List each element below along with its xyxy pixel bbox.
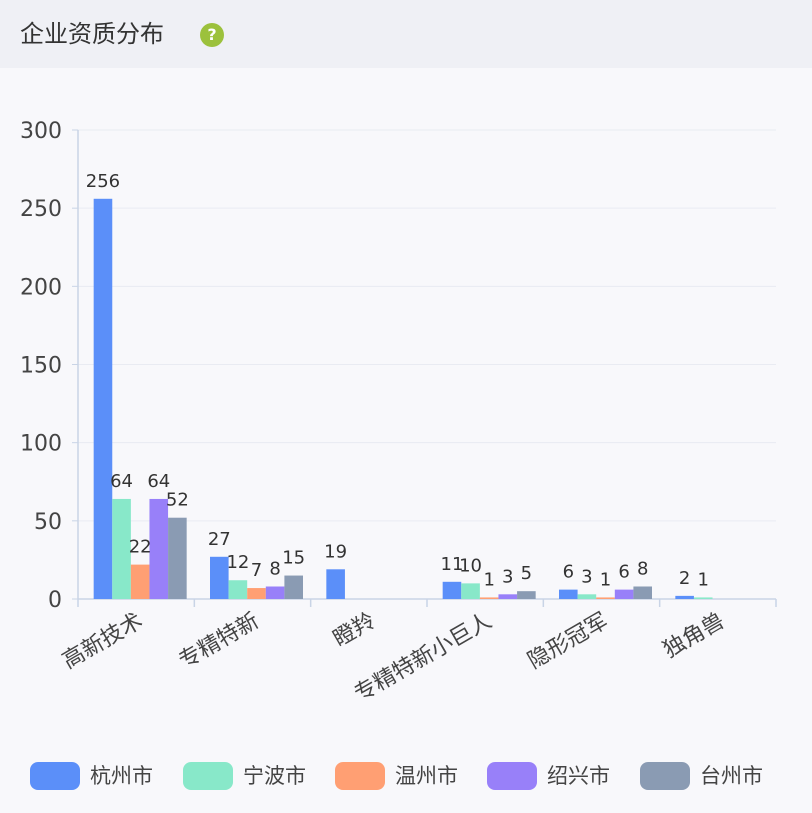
legend-swatch	[30, 762, 80, 790]
bar[interactable]	[265, 586, 285, 599]
bar[interactable]	[614, 589, 634, 599]
legend-swatch	[640, 762, 690, 790]
y-tick-label: 300	[20, 119, 62, 144]
legend-label: 宁波市	[243, 764, 306, 788]
data-label: 22	[129, 537, 152, 558]
data-label: 1	[483, 569, 494, 590]
legend-label: 温州市	[395, 764, 458, 788]
y-tick-label: 250	[20, 197, 62, 222]
bar[interactable]	[577, 594, 597, 599]
bar[interactable]	[498, 594, 518, 599]
chart-legend: 杭州市 宁波市 温州市 绍兴市 台州市	[0, 758, 812, 794]
x-tick-label: 高新技术	[58, 609, 147, 675]
legend-swatch	[487, 762, 537, 790]
bar[interactable]	[228, 580, 248, 599]
bar[interactable]	[112, 498, 131, 599]
bar[interactable]	[210, 556, 229, 599]
x-tick-label: 专精特新	[175, 609, 264, 675]
bar[interactable]	[479, 597, 499, 599]
data-label: 1	[600, 569, 611, 590]
data-label: 64	[147, 471, 170, 492]
data-label: 64	[110, 471, 133, 492]
bar[interactable]	[461, 583, 480, 599]
bar[interactable]	[596, 597, 615, 599]
data-label: 1	[698, 569, 709, 590]
data-label: 3	[581, 566, 592, 587]
data-label: 8	[269, 558, 280, 579]
legend-label: 台州市	[700, 764, 763, 788]
data-label: 10	[459, 555, 482, 576]
x-tick-label: 瞪羚	[329, 609, 380, 653]
bar[interactable]	[93, 198, 113, 599]
data-label: 6	[618, 562, 629, 583]
legend-label: 杭州市	[90, 764, 153, 788]
legend-swatch	[335, 762, 385, 790]
bars	[93, 198, 713, 599]
bar[interactable]	[442, 581, 462, 599]
data-label: 52	[166, 490, 189, 511]
y-axis: 0 50 100 150 200 250 300	[20, 119, 79, 613]
grid-lines	[78, 129, 776, 522]
bar[interactable]	[168, 517, 187, 599]
bar[interactable]	[284, 575, 303, 599]
data-label: 12	[226, 552, 249, 573]
data-label: 6	[563, 562, 574, 583]
data-label: 11	[441, 554, 464, 575]
legend-label: 绍兴市	[547, 764, 610, 788]
bar[interactable]	[675, 595, 694, 599]
legend-swatch	[183, 762, 233, 790]
chart-title: 企业资质分布	[20, 20, 164, 48]
chart-header: 企业资质分布 ?	[0, 0, 812, 68]
bar[interactable]	[559, 589, 578, 599]
y-tick-label: 200	[20, 275, 62, 300]
x-tick-label: 独角兽	[659, 609, 729, 664]
data-label: 3	[502, 566, 513, 587]
y-tick-label: 100	[20, 432, 62, 457]
data-label: 15	[282, 548, 305, 569]
bar[interactable]	[517, 591, 536, 599]
data-label: 8	[637, 558, 648, 579]
y-tick-label: 0	[48, 588, 62, 613]
question-circle-icon[interactable]: ?	[200, 23, 224, 47]
bar[interactable]	[693, 597, 713, 599]
data-label: 19	[324, 541, 347, 562]
data-label: 27	[208, 529, 231, 550]
bar[interactable]	[130, 564, 150, 599]
bar[interactable]	[247, 588, 266, 599]
y-tick-label: 50	[34, 510, 62, 535]
data-label: 7	[251, 560, 262, 581]
y-tick-label: 150	[20, 354, 62, 379]
bar[interactable]	[326, 569, 345, 599]
data-label: 256	[86, 171, 120, 192]
data-label: 2	[679, 568, 690, 589]
bar[interactable]	[149, 498, 169, 599]
bar[interactable]	[633, 586, 652, 599]
x-tick-label: 隐形冠军	[524, 609, 613, 675]
data-label: 5	[521, 563, 532, 584]
